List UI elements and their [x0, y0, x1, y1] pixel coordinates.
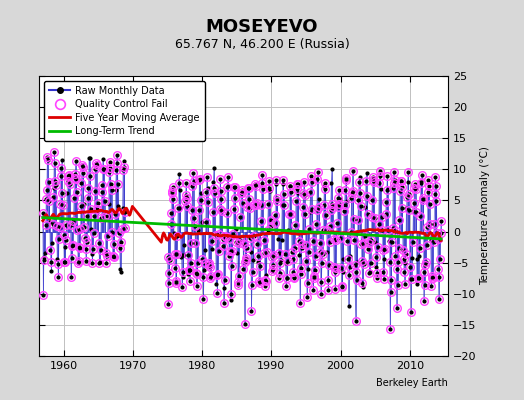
Text: 65.767 N, 46.200 E (Russia): 65.767 N, 46.200 E (Russia) — [174, 38, 350, 51]
Text: Berkeley Earth: Berkeley Earth — [376, 378, 448, 388]
Legend: Raw Monthly Data, Quality Control Fail, Five Year Moving Average, Long-Term Tren: Raw Monthly Data, Quality Control Fail, … — [44, 81, 205, 141]
Y-axis label: Temperature Anomaly (°C): Temperature Anomaly (°C) — [481, 146, 490, 286]
Text: MOSEYEVO: MOSEYEVO — [206, 18, 318, 36]
